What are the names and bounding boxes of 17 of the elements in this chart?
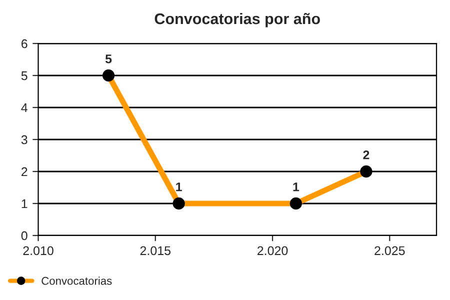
y-tick-label: 1: [22, 199, 28, 208]
x-tick-label: 2.015: [140, 246, 170, 256]
data-label: 2: [363, 150, 370, 160]
legend-label: Convocatorias: [42, 276, 112, 285]
x-tick-label: 2.010: [23, 246, 54, 256]
y-tick-label: 4: [21, 103, 28, 112]
data-label: 1: [293, 182, 300, 192]
data-label: 1: [176, 182, 182, 192]
x-tick-label: 2.020: [258, 246, 288, 256]
x-tick-label: 2.025: [374, 246, 405, 256]
chart-title: Convocatorias por año: [154, 12, 320, 28]
y-tick-label: 5: [21, 71, 28, 80]
y-tick-label: 3: [21, 135, 28, 144]
y-tick-label: 2: [22, 167, 28, 176]
y-tick-label: 6: [22, 39, 28, 48]
data-label: 5: [105, 54, 112, 64]
y-tick-label: 0: [21, 231, 28, 240]
